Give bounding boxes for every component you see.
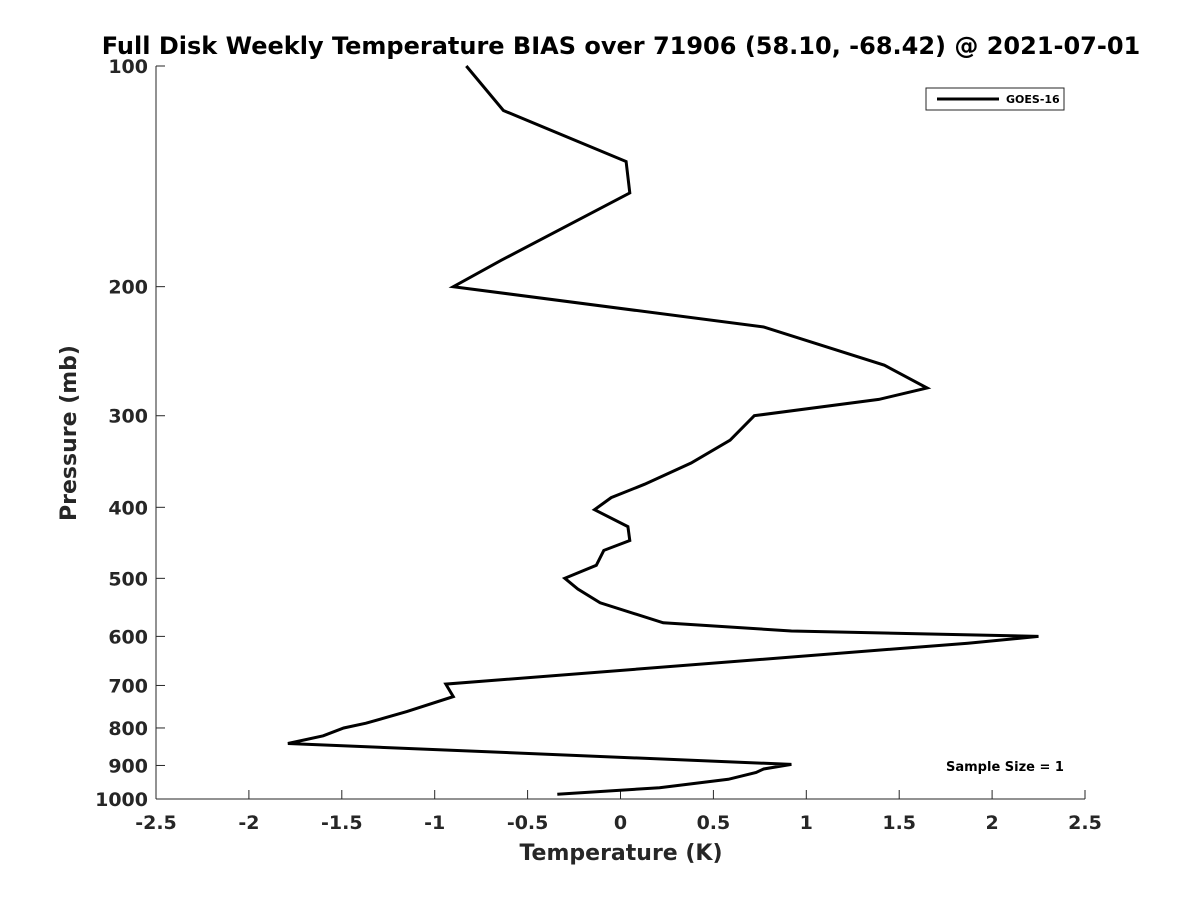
- y-ticks: 100 200 300 400 500 600 700 800 900 1000: [95, 56, 165, 811]
- x-tick-label: -2.5: [135, 812, 177, 834]
- y-tick-label: 300: [108, 406, 148, 428]
- series-line-goes-16: [287, 65, 1039, 796]
- legend: GOES-16: [925, 87, 1065, 111]
- x-tick-label: -2: [238, 812, 259, 834]
- x-axis-label: Temperature (K): [519, 841, 722, 866]
- y-tick-label: 800: [108, 718, 148, 740]
- x-tick-label: -1: [424, 812, 445, 834]
- y-tick-label: 700: [108, 675, 148, 697]
- x-tick-label: -1.5: [321, 812, 363, 834]
- sample-size-annotation: Sample Size = 1: [946, 760, 1064, 775]
- y-tick-label: 500: [108, 568, 148, 590]
- x-tick-label: 2: [985, 812, 998, 834]
- plot-area: -2.5 -2 -1.5 -1 -0.5 0 0.5 1 1.5 2 2.5 100 200 300 40…: [95, 56, 1102, 834]
- x-ticks: -2.5 -2 -1.5 -1 -0.5 0 0.5 1 1.5 2 2.5: [135, 790, 1102, 834]
- x-tick-label: 1: [800, 812, 813, 834]
- x-tick-label: -0.5: [507, 812, 549, 834]
- y-tick-label: 1000: [95, 789, 148, 811]
- y-axis-label: Pressure (mb): [57, 345, 82, 521]
- chart-title: Full Disk Weekly Temperature BIAS over 7…: [102, 32, 1141, 60]
- y-tick-label: 200: [108, 277, 148, 299]
- y-tick-label: 600: [108, 626, 148, 648]
- y-tick-label: 400: [108, 497, 148, 519]
- x-tick-label: 0: [614, 812, 627, 834]
- y-tick-label: 100: [108, 56, 148, 78]
- y-tick-label: 900: [108, 755, 148, 777]
- x-tick-label: 1.5: [882, 812, 916, 834]
- x-tick-label: 0.5: [697, 812, 731, 834]
- legend-label: GOES-16: [1006, 93, 1060, 106]
- x-tick-label: 2.5: [1068, 812, 1102, 834]
